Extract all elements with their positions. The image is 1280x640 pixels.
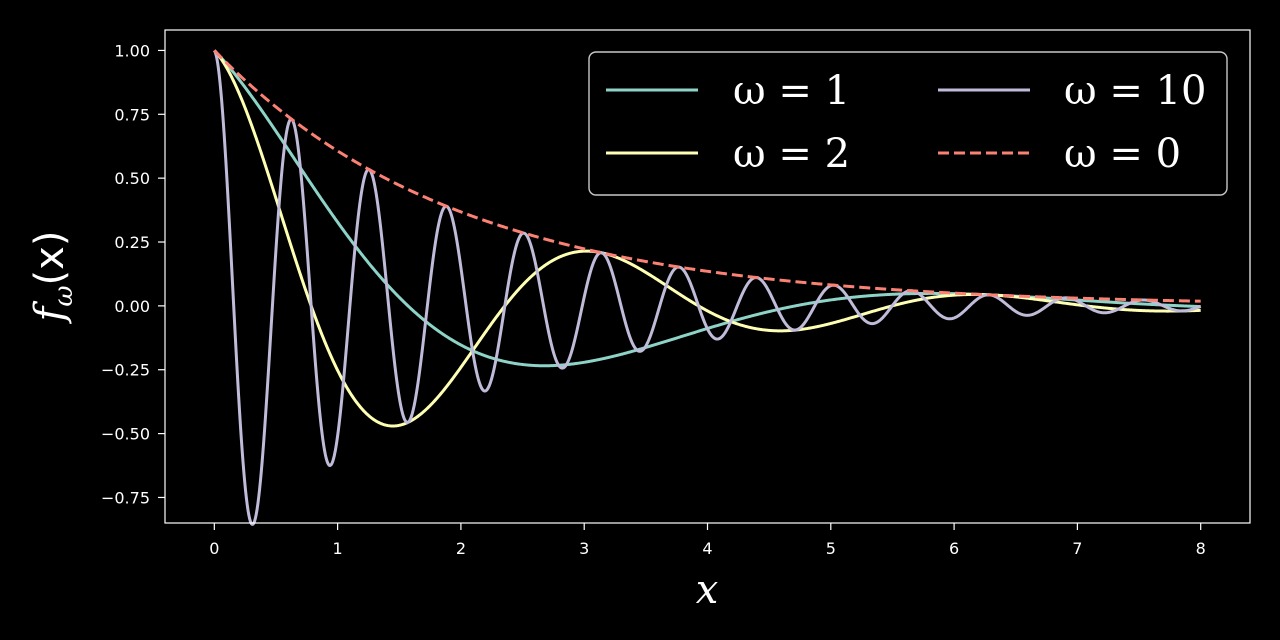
x-tick-label: 7 [1072, 539, 1082, 558]
y-tick-label: 0.50 [114, 169, 150, 188]
x-axis-ticks: 0 1 2 3 4 5 6 7 8 [209, 523, 1206, 558]
legend-label-omega-10: ω = 10 [1064, 68, 1206, 114]
x-tick-label: 6 [949, 539, 959, 558]
y-tick-label: −0.75 [101, 488, 150, 507]
series-line-omega-2 [213, 49, 1202, 428]
series-line-omega-10 [213, 49, 1202, 526]
x-tick-label: 8 [1196, 539, 1206, 558]
y-tick-label: −0.25 [101, 361, 150, 380]
legend-label-omega-2: ω = 2 [733, 131, 850, 177]
legend-box [588, 51, 1228, 196]
y-axis-label-sub: ω [49, 285, 79, 306]
y-tick-label: 1.00 [114, 41, 150, 60]
x-tick-label: 1 [333, 539, 343, 558]
x-tick-label: 2 [456, 539, 466, 558]
y-axis-ticks: −0.75 −0.50 −0.25 0.00 0.25 0.50 0.75 1.00 [101, 41, 165, 507]
x-tick-label: 5 [826, 539, 836, 558]
y-tick-label: 0.75 [114, 105, 150, 124]
y-axis-label: fω(x) [27, 231, 79, 325]
x-tick-label: 3 [579, 539, 589, 558]
plot-lines [213, 49, 1202, 526]
y-tick-label: −0.50 [101, 425, 150, 444]
y-tick-label: 0.00 [114, 297, 150, 316]
legend-label-omega-0: ω = 0 [1064, 131, 1181, 177]
x-axis-label: x [696, 567, 719, 613]
y-axis-label-tail: (x) [27, 231, 73, 286]
x-tick-label: 0 [209, 539, 219, 558]
y-tick-label: 0.25 [114, 233, 150, 252]
series-line-omega-0 [213, 49, 1202, 303]
legend: ω = 1 ω = 2 ω = 10 ω = 0 [588, 51, 1228, 196]
legend-label-omega-1: ω = 1 [733, 68, 850, 114]
x-tick-label: 4 [702, 539, 712, 558]
